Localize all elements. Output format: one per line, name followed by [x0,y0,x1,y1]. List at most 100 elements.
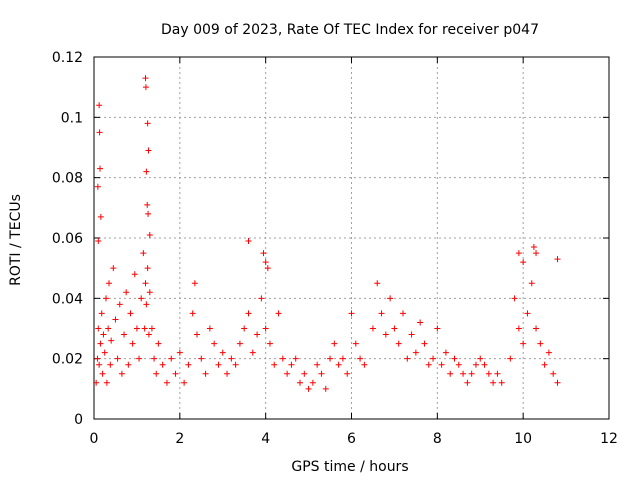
data-point [121,331,128,338]
data-point [442,349,449,356]
data-point [110,265,117,272]
data-point [554,256,561,263]
y-tick-label: 0.08 [52,171,83,187]
data-point [451,355,458,362]
data-point [430,355,437,362]
chart-title: Day 009 of 2023, Rate Of TEC Index for r… [161,22,539,38]
data-point [103,379,110,386]
data-point [118,370,125,377]
data-point [146,289,153,296]
x-tick-label: 2 [175,431,184,447]
data-point [262,259,269,266]
data-point [232,361,239,368]
data-point [520,340,527,347]
data-point [112,316,119,323]
data-point [472,361,479,368]
data-point [554,379,561,386]
data-point [266,340,273,347]
data-point [245,238,252,245]
data-point [254,331,261,338]
data-point [148,325,155,332]
data-point [168,355,175,362]
data-point [99,370,106,377]
data-point [155,340,162,347]
data-point [189,310,196,317]
data-point [331,340,338,347]
tick-layer: 0 2 4 6 8 10 12 0 0.02 0.04 0.06 0.08 0.1 0.12 [52,50,618,447]
data-point [382,331,389,338]
data-point [123,289,130,296]
data-point [107,361,114,368]
data-point [309,379,316,386]
data-point [515,325,522,332]
data-point [101,349,108,356]
data-point [185,361,192,368]
data-point [464,379,471,386]
x-tick-label: 4 [261,431,270,447]
data-points [93,75,561,392]
data-point [106,280,113,287]
data-point [530,244,537,251]
data-point [515,250,522,257]
data-point [387,295,394,302]
data-point [292,355,299,362]
data-point [96,102,103,109]
data-point [96,129,103,136]
data-point [153,370,160,377]
data-point [391,325,398,332]
data-point [412,349,419,356]
data-point [98,310,105,317]
data-point [271,361,278,368]
x-tick-label: 6 [347,431,356,447]
data-point [485,370,492,377]
data-point [322,385,329,392]
data-point [127,310,134,317]
data-point [550,370,557,377]
data-point [129,340,136,347]
data-point [537,340,544,347]
data-point [198,355,205,362]
data-point [318,370,325,377]
data-point [125,361,132,368]
data-point [357,355,364,362]
y-tick-label: 0.12 [52,50,83,66]
data-point [228,355,235,362]
data-point [144,201,151,208]
data-point [275,310,282,317]
data-point [116,301,123,308]
data-point [103,295,110,302]
data-point [348,310,355,317]
data-point [144,265,151,272]
data-point [400,310,406,317]
data-point [417,319,424,326]
data-point [314,361,321,368]
y-tick-label: 0.04 [52,291,83,307]
data-point [211,340,218,347]
data-point [145,210,152,217]
data-point [224,370,231,377]
data-point [133,325,140,332]
data-point [344,370,351,377]
data-point [425,361,432,368]
data-point [369,325,376,332]
y-tick-label: 0.06 [52,231,83,247]
data-point [511,295,518,302]
data-point [528,280,535,287]
data-point [335,361,342,368]
data-point [327,355,334,362]
data-point [206,325,213,332]
data-point [94,355,101,362]
data-point [507,355,514,362]
data-point [262,325,269,332]
y-axis-label: ROTI / TECUs [8,194,24,286]
data-point [176,349,183,356]
data-point [339,355,346,362]
data-point [140,250,147,257]
data-point [97,213,104,220]
data-point [96,361,103,368]
data-point [138,295,145,302]
data-point [108,337,115,344]
data-point [151,355,158,362]
data-point [145,147,152,154]
